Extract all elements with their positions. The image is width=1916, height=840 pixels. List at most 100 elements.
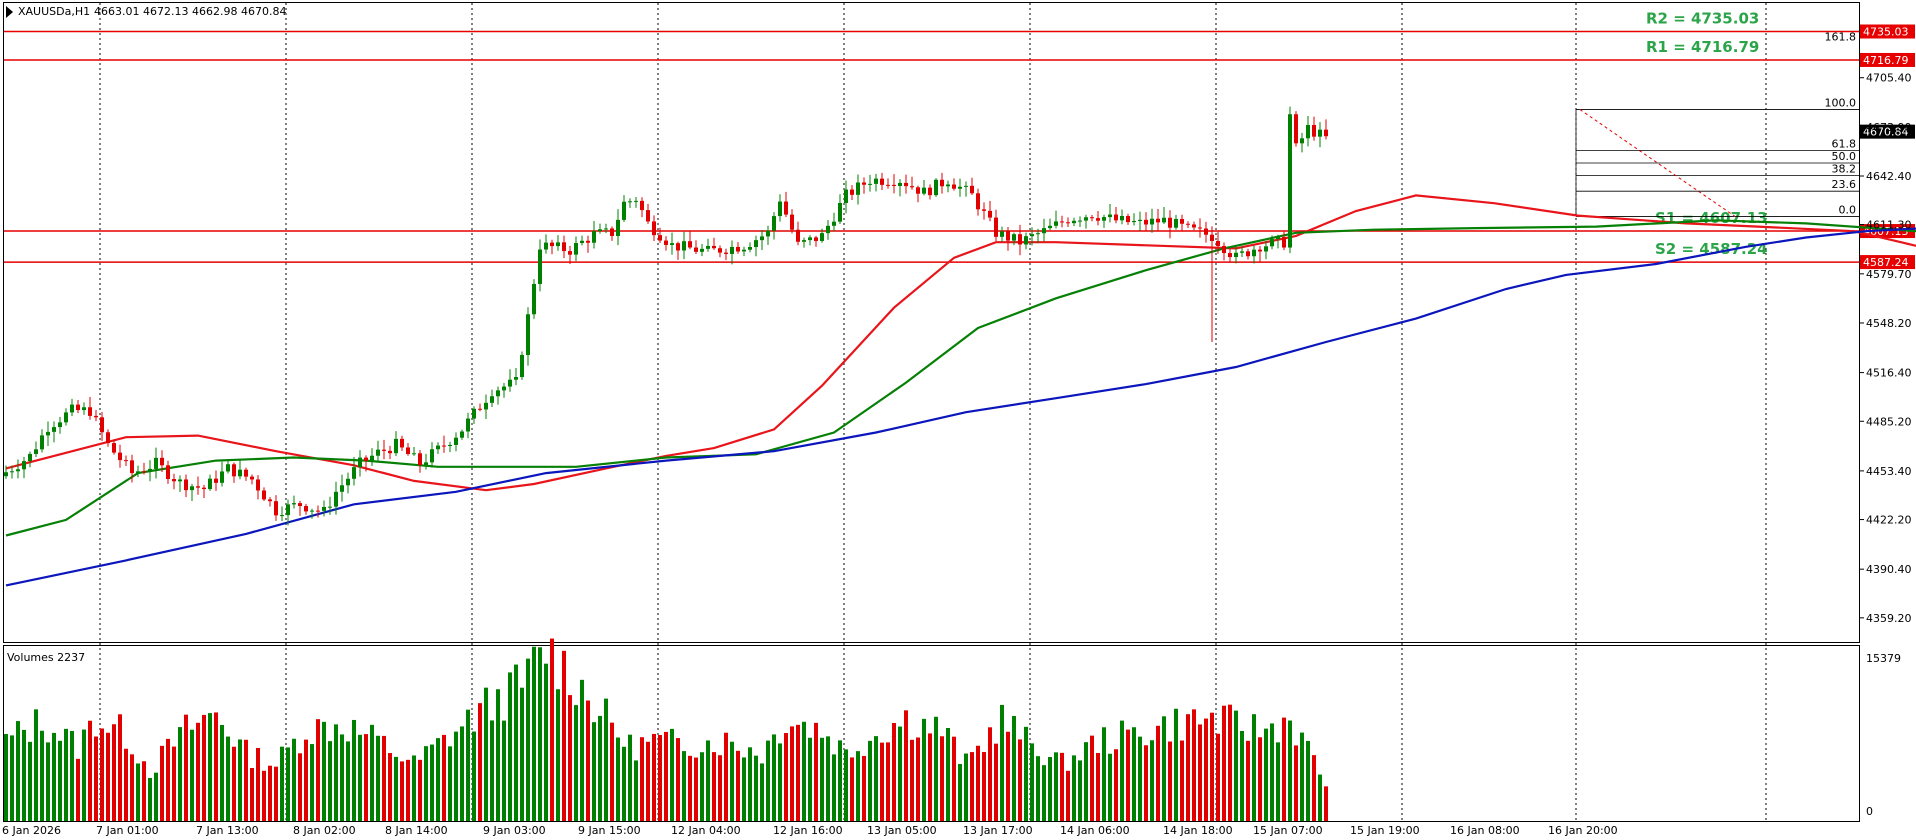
volume-bar	[106, 732, 110, 821]
volume-bar	[310, 744, 314, 821]
candle-body	[700, 248, 704, 252]
volume-bar	[1012, 716, 1016, 821]
volume-bar	[766, 740, 770, 821]
volume-bar	[304, 739, 308, 821]
x-tick-label: 12 Jan 16:00	[773, 824, 843, 837]
volume-bar	[682, 751, 686, 821]
volume-pane[interactable]	[3, 645, 1860, 822]
volume-bar	[454, 731, 458, 821]
volume-bar	[1102, 727, 1106, 821]
volume-bar	[958, 764, 962, 821]
volume-bar	[436, 738, 440, 821]
candle-body	[622, 201, 626, 220]
volume-bar	[196, 722, 200, 821]
volume-bar	[808, 737, 812, 821]
volume-bar	[244, 739, 248, 821]
y-tick-label: 4422.20	[1866, 514, 1912, 527]
symbol-icon	[6, 6, 13, 18]
candle-body	[1264, 246, 1268, 252]
candle-body	[22, 461, 26, 470]
volume-bar	[472, 731, 476, 821]
candle-body	[1072, 220, 1076, 224]
candle-body	[670, 243, 674, 245]
volume-bar	[22, 729, 26, 821]
candle-body	[1288, 114, 1292, 248]
volume-bar	[1156, 725, 1160, 821]
volume-bar	[496, 689, 500, 821]
candle-body	[238, 469, 242, 477]
volume-bar	[148, 777, 152, 821]
candle-body	[250, 476, 254, 480]
candle-body	[496, 390, 500, 397]
fib-level-label: 38.2	[1832, 163, 1857, 176]
candle-body	[904, 182, 908, 187]
candle-body	[550, 242, 554, 247]
candle-body	[754, 240, 758, 247]
volume-bar	[592, 722, 596, 821]
candle-body	[844, 189, 848, 203]
volume-bar	[574, 705, 578, 821]
volume-bar	[1108, 753, 1112, 821]
y-tick-label: 4548.20	[1866, 317, 1912, 330]
volume-bar	[382, 735, 386, 821]
candle-body	[268, 499, 272, 502]
candle-body	[274, 501, 278, 516]
candle-body	[94, 415, 98, 418]
volume-bar	[1168, 741, 1172, 821]
candle-body	[526, 314, 530, 355]
candle-body	[46, 431, 50, 436]
volume-bar	[670, 728, 674, 821]
candle-body	[1162, 217, 1166, 223]
candle-body	[256, 479, 260, 491]
candle-body	[634, 200, 638, 202]
candle-body	[832, 221, 836, 226]
volume-bar	[940, 736, 944, 821]
volume-bar	[1216, 733, 1220, 821]
y-tick-label: 4705.40	[1866, 72, 1912, 85]
candle-body	[172, 479, 176, 482]
volume-bar	[1174, 708, 1178, 821]
volume-bar	[1138, 736, 1142, 821]
y-tick-label: 4390.40	[1866, 563, 1912, 576]
candle-body	[610, 228, 614, 237]
volume-bar	[874, 736, 878, 821]
volume-bar	[1264, 728, 1268, 821]
volume-bar	[892, 723, 896, 821]
candle-body	[1198, 227, 1202, 229]
candle-body	[808, 237, 812, 241]
volume-bar	[922, 718, 926, 821]
candle-body	[1000, 231, 1004, 237]
volume-bar	[118, 714, 122, 821]
volume-bar	[796, 724, 800, 821]
candle-body	[538, 249, 542, 284]
volume-bar	[790, 726, 794, 821]
candle-body	[736, 246, 740, 252]
candle-body	[976, 193, 980, 210]
candle-body	[490, 396, 494, 403]
volume-bar	[658, 735, 662, 821]
volume-bar	[748, 747, 752, 821]
candle-body	[694, 247, 698, 252]
candle-body	[856, 182, 860, 195]
candle-body	[184, 479, 188, 491]
candle-body	[208, 478, 212, 490]
candle-body	[640, 200, 644, 211]
y-tick-label: 4485.20	[1866, 415, 1912, 428]
candle-body	[958, 186, 962, 189]
volume-bar	[652, 733, 656, 821]
volume-bar	[988, 727, 992, 821]
candle-body	[586, 240, 590, 243]
candle-body	[928, 187, 932, 196]
candle-body	[1036, 233, 1040, 235]
candle-body	[790, 214, 794, 230]
volume-bar	[1066, 770, 1070, 821]
candle-body	[508, 379, 512, 387]
candle-body	[682, 241, 686, 251]
candle-body	[370, 455, 374, 461]
volume-bar	[64, 728, 68, 821]
candle-body	[196, 486, 200, 488]
candle-body	[730, 246, 734, 254]
volume-bar	[814, 722, 818, 821]
candle-body	[1252, 249, 1256, 257]
